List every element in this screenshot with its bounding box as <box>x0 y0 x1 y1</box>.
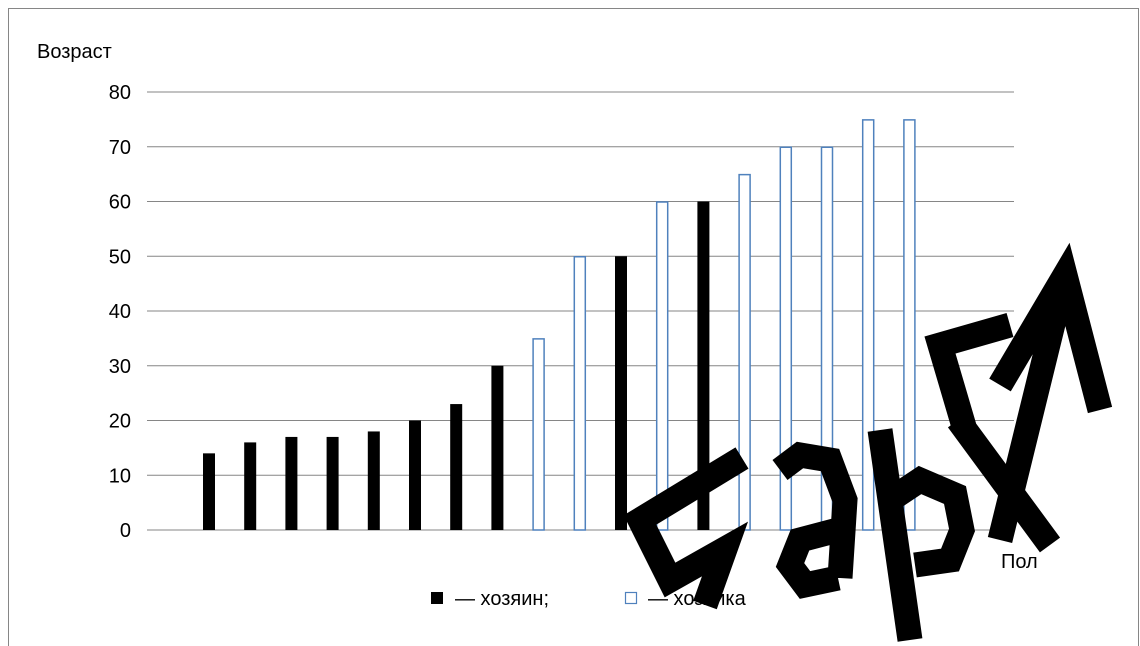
legend-label-host: — хозяин; <box>455 588 549 610</box>
chart-frame <box>8 8 1139 646</box>
bar-host-6 <box>450 404 463 530</box>
legend-swatch-host <box>431 592 443 604</box>
x-axis-label: Пол <box>1001 551 1038 573</box>
y-tick-label: 40 <box>109 301 131 323</box>
bar-host-10 <box>615 256 627 530</box>
bar-hostess-17 <box>903 119 916 531</box>
legend-swatch-hostess <box>624 591 638 605</box>
y-tick-label: 50 <box>109 246 131 268</box>
y-tick-label: 10 <box>109 465 131 487</box>
y-tick-label: 60 <box>109 192 131 214</box>
y-tick-label: 80 <box>109 82 131 104</box>
bar-host-5 <box>409 420 421 530</box>
bar-hostess-11 <box>655 201 669 531</box>
bar-host-4 <box>367 431 380 530</box>
y-tick-label: 20 <box>109 411 131 433</box>
y-axis-label: Возраст <box>37 41 112 63</box>
y-tick-labels: 0 10 20 30 40 50 60 70 80 <box>109 82 131 542</box>
y-tick-label: 0 <box>120 520 131 542</box>
bar-host-12 <box>697 201 710 530</box>
watermark-bargu-logo <box>623 242 1113 642</box>
bar-hostess-16 <box>861 119 875 531</box>
bar-host-3 <box>326 436 339 530</box>
bars <box>203 119 916 531</box>
bar-host-2 <box>285 436 298 530</box>
y-tick-label: 70 <box>109 137 131 159</box>
bar-host-0 <box>203 453 215 530</box>
bar-host-7 <box>491 365 504 530</box>
bar-hostess-14 <box>779 146 793 531</box>
bar-hostess-13 <box>738 173 751 531</box>
bar-hostess-8 <box>532 338 545 531</box>
bar-hostess-9 <box>573 256 587 531</box>
y-tick-label: 30 <box>109 356 131 378</box>
bar-host-1 <box>244 442 257 530</box>
